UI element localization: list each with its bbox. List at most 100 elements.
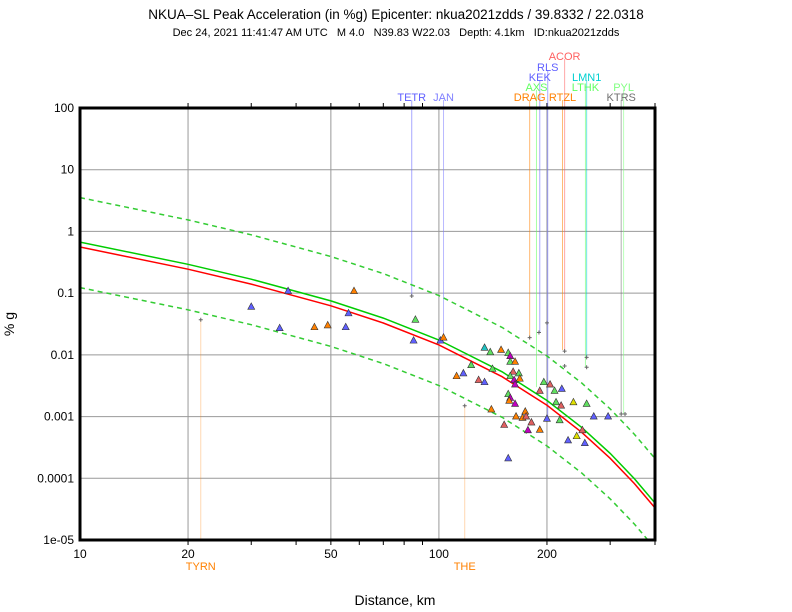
gmpe-red-curve [80, 246, 655, 509]
station-point [569, 397, 578, 406]
non-detect-marker [409, 293, 414, 298]
station-point [557, 384, 566, 392]
station-label: TETR [397, 92, 426, 104]
station-label: KEK [529, 72, 552, 84]
x-tick-label: 200 [537, 547, 557, 561]
grid [80, 103, 656, 545]
station-point [511, 357, 520, 365]
non-detect-marker [198, 317, 203, 322]
station-label: RTZL [549, 92, 576, 104]
station-point [523, 425, 532, 434]
y-axis-label: % g [1, 312, 17, 336]
y-tick-label: 100 [54, 101, 74, 115]
station-point [564, 435, 573, 444]
station-point [589, 411, 598, 420]
station-point [480, 377, 489, 386]
station-point [284, 286, 293, 294]
chart-title: NKUA–SL Peak Acceleration (in %g) Epicen… [148, 7, 644, 22]
y-tick-label: 0.0001 [37, 471, 74, 485]
station-point [535, 425, 544, 433]
station-point [512, 411, 521, 420]
tick-labels: 10 20 50 100 200 100 10 1 0.1 0.01 0.001 0.0001 1e-0… [37, 101, 557, 561]
station-label: JAN [433, 92, 454, 104]
non-detect-marker [462, 403, 467, 408]
station-lines [200, 59, 625, 540]
non-detect-marker [562, 349, 567, 354]
non-detect-marker [584, 355, 589, 360]
x-tick-label: 50 [324, 547, 338, 561]
station-point [323, 320, 332, 329]
non-detect-marker [536, 330, 541, 335]
chart-subtitle: Dec 24, 2021 11:41:47 AM UTC M 4.0 N39.8… [173, 27, 620, 39]
station-point [509, 367, 518, 375]
station-point [247, 302, 256, 310]
station-point [521, 407, 530, 415]
station-point [515, 374, 524, 382]
station-point [480, 343, 489, 351]
x-tick-label: 100 [429, 547, 449, 561]
gmpe-lower-curve [80, 286, 649, 540]
station-label: ACOR [549, 51, 581, 63]
station-point [514, 368, 523, 377]
gmpe-upper-curve [80, 196, 655, 459]
station-point [539, 377, 548, 386]
station-labels: TETR JAN DRAG RTZL KTRS AXS LTHK PYL KEK LMN1 RLSA… [186, 51, 636, 573]
station-label: AXS [525, 82, 547, 94]
station-point [506, 371, 515, 380]
station-label: KTRS [607, 92, 636, 104]
non-detect-marker [527, 335, 532, 340]
x-axis-label: Distance, km [355, 592, 436, 608]
station-point [550, 386, 559, 394]
station-point [522, 411, 531, 420]
station-label: PYL [613, 82, 634, 94]
station-label: LTHK [572, 82, 600, 94]
station-point [488, 364, 497, 372]
station-label: THE [454, 561, 476, 573]
station-point [275, 323, 284, 332]
station-point [341, 322, 350, 331]
station-point [555, 415, 564, 424]
station-point [527, 417, 536, 426]
gmpe-curves [80, 196, 655, 540]
x-tick-label: 10 [73, 547, 87, 561]
non-detect-marker [584, 365, 589, 370]
station-label: RLS [537, 62, 558, 74]
station-point [542, 414, 551, 422]
y-tick-label: 1 [67, 224, 74, 238]
station-point [504, 453, 513, 462]
station-point [459, 368, 468, 377]
station-point [582, 399, 591, 407]
non-detect-marker [544, 320, 549, 325]
station-point [497, 345, 506, 353]
station-point [439, 333, 448, 341]
station-point [580, 438, 589, 447]
station-point [511, 379, 520, 388]
station-point [350, 286, 359, 294]
station-point [604, 411, 613, 420]
station-point [505, 396, 514, 404]
y-tick-label: 1e-05 [43, 533, 74, 547]
plot-frame [78, 106, 657, 542]
y-tick-label: 0.01 [51, 348, 75, 362]
non-detect-marker [619, 412, 624, 417]
station-point [511, 399, 520, 407]
station-point [344, 308, 353, 317]
non-detect-marker [562, 363, 567, 368]
station-point [486, 347, 495, 356]
y-tick-label: 10 [61, 163, 75, 177]
station-point [411, 315, 420, 323]
station-point [546, 379, 555, 388]
x-tick-label: 20 [181, 547, 195, 561]
station-point [552, 397, 561, 406]
station-point [452, 371, 461, 380]
station-point [500, 420, 509, 428]
station-point [506, 357, 515, 365]
station-point [535, 386, 544, 394]
gmpe-green-curve [80, 241, 655, 504]
station-point [474, 375, 483, 383]
station-label: LMN1 [572, 72, 601, 84]
y-tick-label: 0.1 [57, 286, 74, 300]
station-label: TYRN [186, 561, 216, 573]
station-point [557, 401, 566, 409]
